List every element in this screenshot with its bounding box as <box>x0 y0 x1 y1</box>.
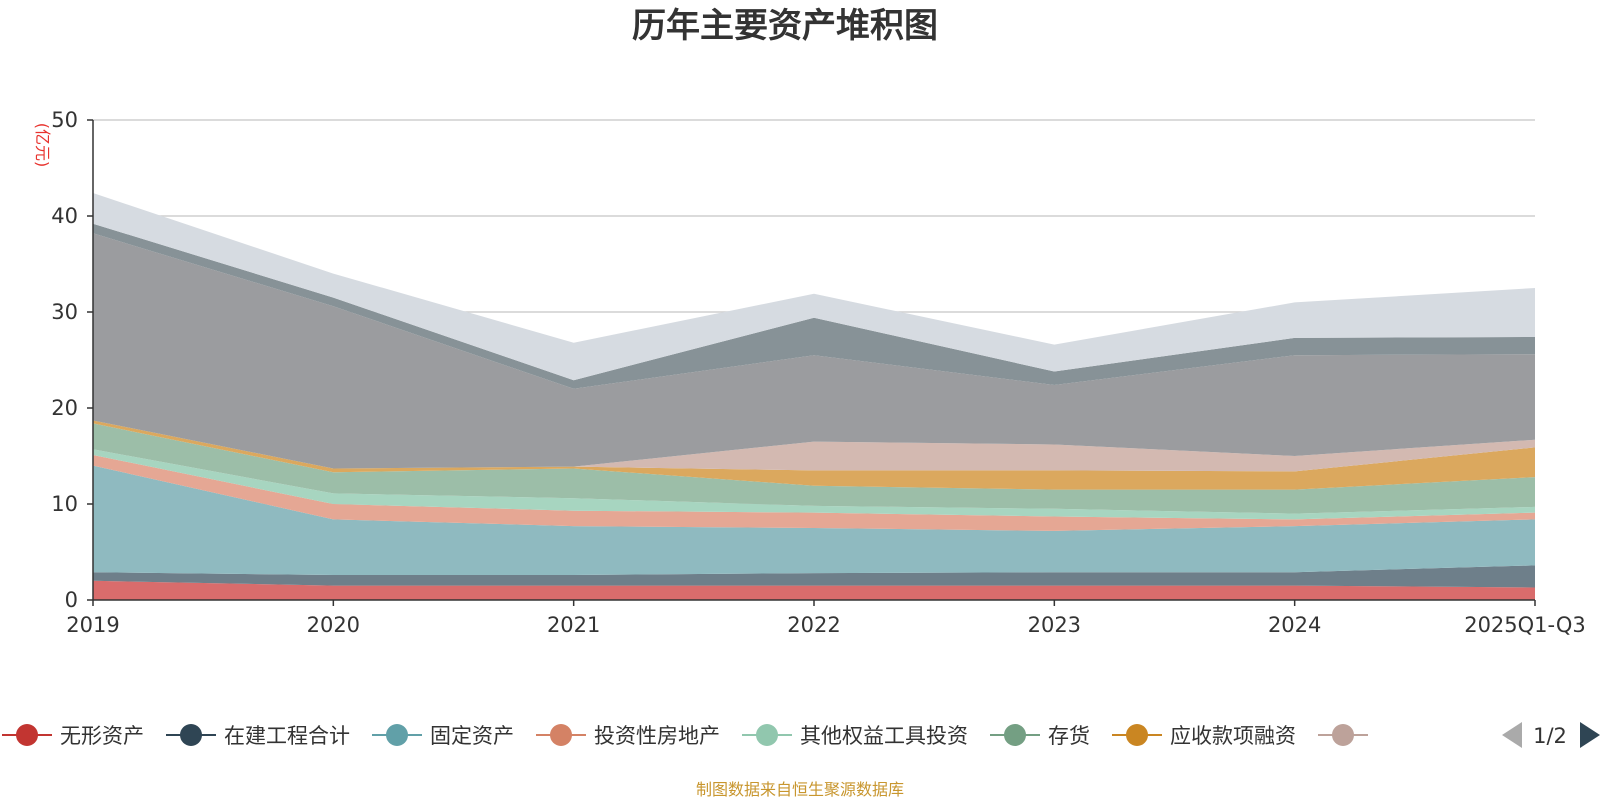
legend-label: 投资性房地产 <box>594 724 720 748</box>
x-tick-label: 2022 <box>787 613 840 637</box>
x-tick-label: 2019 <box>66 613 119 637</box>
legend-label: 存货 <box>1048 724 1090 748</box>
legend-item[interactable]: 无形资产 <box>2 724 144 748</box>
data-source-note: 制图数据来自恒生聚源数据库 <box>696 780 904 799</box>
x-tick-label: 2020 <box>307 613 360 637</box>
area-series-3 <box>93 465 1535 575</box>
legend-circle-icon <box>386 724 408 746</box>
area-series-5 <box>93 449 1535 520</box>
y-tick-label: 30 <box>51 300 78 324</box>
y-tick-label: 20 <box>51 396 78 420</box>
legend-item[interactable]: 其他权益工具投资 <box>742 724 968 748</box>
x-tick-label: 2023 <box>1028 613 1081 637</box>
chart-title: 历年主要资产堆积图 <box>632 6 938 46</box>
y-axis-unit-label: (亿元) <box>33 123 52 168</box>
y-tick-label: 40 <box>51 204 78 228</box>
legend-item[interactable]: 投资性房地产 <box>536 724 720 748</box>
legend-circle-icon <box>1332 724 1354 746</box>
legend-item[interactable]: 存货 <box>990 724 1090 748</box>
legend-item[interactable]: 在建工程合计 <box>166 724 350 748</box>
legend-circle-icon <box>16 724 38 746</box>
x-tick-label: 2021 <box>547 613 600 637</box>
y-tick-label: 50 <box>51 108 78 132</box>
x-tick-label: 2025Q1-Q3 <box>1464 613 1586 637</box>
legend-label: 固定资产 <box>430 724 514 748</box>
legend-prev-page-icon[interactable] <box>1502 722 1522 748</box>
area-series-8 <box>93 420 1535 472</box>
legend[interactable]: 无形资产 在建工程合计 固定资产 投资性房地产 其他权益工具投资 存货 应收款项融资 <box>2 724 1368 748</box>
y-tick-label: 0 <box>65 588 78 612</box>
area-series-2 <box>93 565 1535 588</box>
area-series-11 <box>93 193 1535 381</box>
legend-circle-icon <box>1004 724 1026 746</box>
area-series-9 <box>93 233 1535 469</box>
x-axis-ticks: 2019 2020 2021 2022 2023 2024 2025Q1-Q3 <box>66 600 1586 637</box>
area-series-group <box>93 193 1535 600</box>
legend-item[interactable]: 固定资产 <box>372 724 514 748</box>
x-tick-label: 2024 <box>1268 613 1321 637</box>
area-series-4 <box>93 455 1535 531</box>
area-series-6 <box>93 423 1535 514</box>
legend-item[interactable]: 应收款项融资 <box>1112 724 1296 748</box>
legend-page-indicator: 1/2 <box>1533 724 1567 748</box>
legend-circle-icon <box>1126 724 1148 746</box>
legend-item[interactable] <box>1318 724 1368 746</box>
y-tick-label: 10 <box>51 492 78 516</box>
legend-circle-icon <box>756 724 778 746</box>
legend-next-page-icon[interactable] <box>1580 722 1600 748</box>
legend-circle-icon <box>180 724 202 746</box>
legend-label: 在建工程合计 <box>224 724 350 748</box>
legend-label: 应收款项融资 <box>1170 724 1296 748</box>
y-axis-ticks: 0 10 20 30 40 50 <box>51 108 93 612</box>
legend-pager[interactable]: 1/2 <box>1502 722 1600 748</box>
legend-label: 其他权益工具投资 <box>800 724 968 748</box>
area-series-7 <box>93 420 1535 490</box>
legend-label: 无形资产 <box>60 724 144 748</box>
legend-circle-icon <box>550 724 572 746</box>
